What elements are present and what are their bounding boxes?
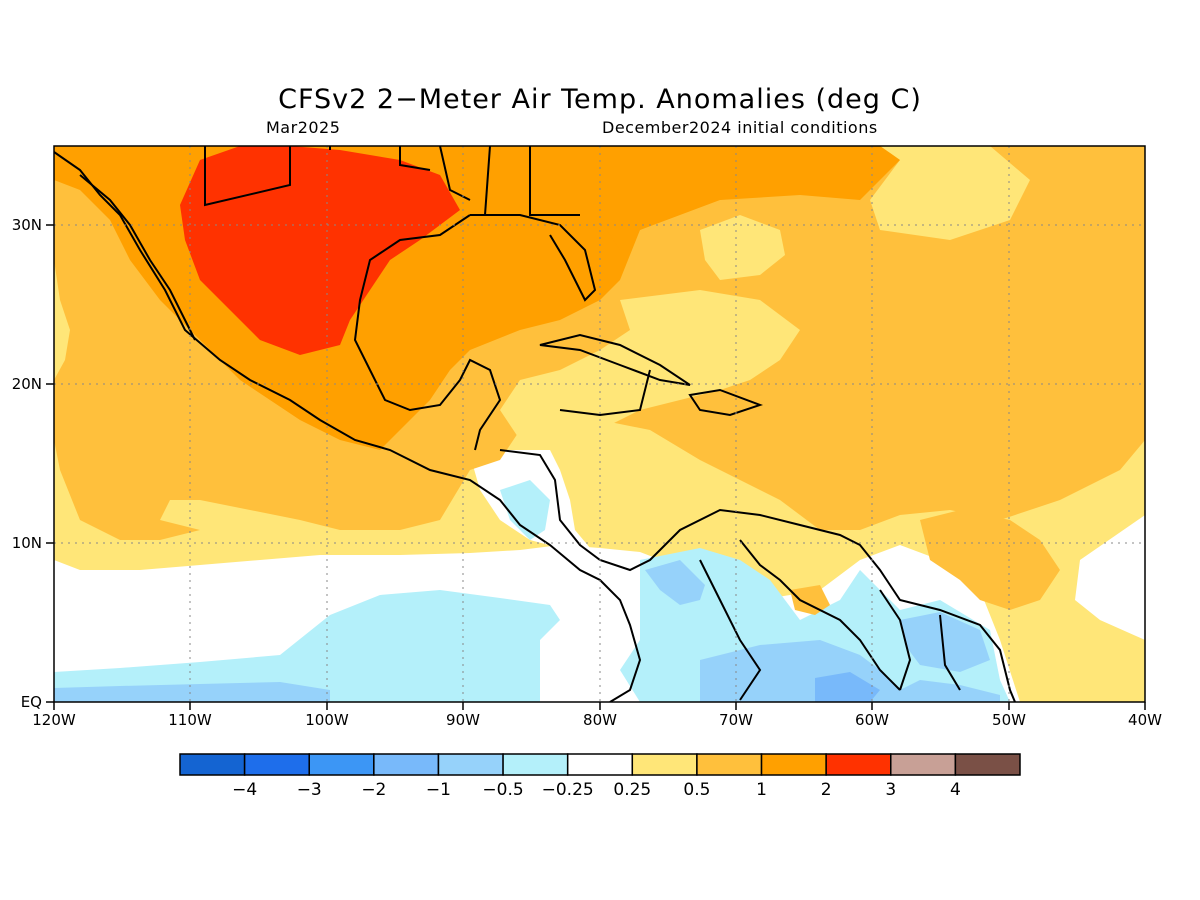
y-tick-10N: 10N	[12, 534, 42, 552]
x-tick-50W: 50W	[992, 711, 1026, 729]
colorbar-swatch	[243, 753, 310, 776]
x-tick-120W: 120W	[32, 711, 76, 729]
y-tick-labels: EQ 10N 20N 30N	[12, 216, 42, 711]
colorbar-swatch	[373, 753, 440, 776]
island-hispaniola	[688, 388, 763, 417]
x-tick-70W: 70W	[719, 711, 753, 729]
y-tick-EQ: EQ	[21, 693, 42, 711]
island-cuba	[539, 333, 691, 386]
border-guianas	[879, 589, 961, 691]
anomaly-field	[54, 146, 1145, 702]
coastline-pacific	[54, 151, 642, 702]
y-tick-20N: 20N	[12, 375, 42, 393]
field-neg-1-brazil	[815, 672, 880, 702]
border-us-states	[204, 146, 580, 216]
colorbar-swatch	[954, 753, 1021, 776]
colorbar-label: 0.25	[613, 780, 651, 800]
field-neg-0.25-nicaragua	[500, 480, 550, 540]
field-1-2-east	[600, 146, 900, 250]
colorbar-label: 0.5	[683, 780, 710, 800]
grid-lines	[54, 146, 1145, 702]
colorbar-swatch	[760, 753, 827, 776]
x-tick-labels: 120W 110W 100W 90W 80W 70W 60W 50W 40W	[32, 711, 1162, 729]
field-neg-0.5-amazon	[700, 640, 1000, 702]
border-venezuela	[739, 539, 901, 691]
colorbar-label: −4	[232, 780, 257, 800]
x-tick-90W: 90W	[446, 711, 480, 729]
colorbar-label: 3	[885, 780, 896, 800]
x-tick-100W: 100W	[305, 711, 349, 729]
map-title: CFSv2 2−Meter Air Temp. Anomalies (deg C…	[278, 84, 922, 115]
colorbar-label: −1	[426, 780, 451, 800]
colorbar-label: 1	[756, 780, 767, 800]
colorbar-swatch	[437, 753, 504, 776]
border-colombia	[699, 559, 762, 701]
x-tick-110W: 110W	[168, 711, 212, 729]
colorbar: −4 −3 −2 −1 −0.5 −0.25 0.25 0.5 1 2 3 4	[179, 753, 1021, 800]
colorbar-swatch	[308, 753, 375, 776]
colorbar-swatch	[179, 753, 246, 776]
axis-ticks	[46, 224, 1146, 710]
field-near-zero-atlantic	[1075, 515, 1145, 640]
colorbar-label: −3	[297, 780, 322, 800]
colorbar-swatch	[890, 753, 957, 776]
field-neg-0.5-colombia	[645, 560, 705, 605]
coastlines	[54, 146, 1016, 702]
colorbar-swatch	[566, 753, 634, 776]
x-tick-40W: 40W	[1128, 711, 1162, 729]
initial-conditions: December2024 initial conditions	[602, 118, 878, 137]
field-2-3	[180, 146, 460, 355]
field-neg-0.5-guianas	[900, 612, 990, 672]
field-0.25-caribbean	[500, 290, 800, 440]
y-tick-30N: 30N	[12, 216, 42, 234]
field-neg-0.25-pacific	[54, 590, 560, 702]
coastline-florida	[470, 214, 597, 302]
field-0.25-west-edge	[54, 260, 70, 380]
coastline-gulf	[353, 214, 502, 451]
x-tick-60W: 60W	[855, 711, 889, 729]
colorbar-swatch	[631, 753, 698, 776]
colorbar-label: 2	[821, 780, 832, 800]
colorbar-swatch	[502, 753, 569, 776]
colorbar-label: 4	[950, 780, 961, 800]
colorbar-swatch	[825, 753, 892, 776]
field-neg-0.5-pacific	[54, 682, 330, 702]
coastline-central-south-america	[499, 449, 1016, 702]
x-tick-80W: 80W	[583, 711, 617, 729]
colorbar-swatch	[696, 753, 763, 776]
field-0.5-tropical-atlantic	[920, 510, 1060, 610]
field-0.5-venezuela	[790, 585, 830, 615]
colorbar-label: −2	[361, 780, 386, 800]
coastline-caribbean-islands	[559, 369, 651, 417]
colorbar-label: −0.25	[542, 780, 594, 800]
forecast-month: Mar2025	[266, 118, 341, 137]
coastline-baja	[79, 174, 196, 341]
colorbar-label: −0.5	[482, 780, 523, 800]
field-0.25-atlantic-patch	[700, 215, 785, 280]
